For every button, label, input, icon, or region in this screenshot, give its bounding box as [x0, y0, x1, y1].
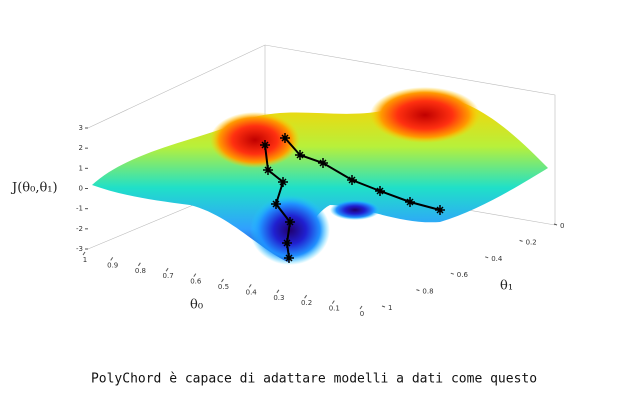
x-tick-label: 0.2 [301, 299, 312, 307]
x-tick [359, 305, 363, 310]
z-tick-label: 3 [79, 124, 83, 132]
caption: PolyChord è capace di adattare modelli a… [91, 372, 537, 387]
z-axis-label: J(θ₀,θ₁) [10, 181, 58, 196]
surface [92, 87, 548, 265]
marker [435, 205, 445, 215]
y-tick [416, 289, 420, 292]
y-tick-label: 0.2 [526, 238, 537, 246]
marker [284, 253, 294, 263]
marker [347, 175, 357, 185]
marker [375, 186, 385, 196]
x-axis-label: θ₀ [190, 298, 203, 313]
y-tick [553, 223, 558, 226]
x-tick-label: 0.6 [190, 278, 202, 286]
x-tick-label: 0.9 [107, 261, 118, 269]
x-tick-label: 0.5 [218, 283, 229, 291]
marker [405, 197, 415, 207]
x-tick-label: 0.1 [329, 305, 340, 313]
path-markers [260, 133, 445, 263]
x-tick [331, 300, 335, 304]
z-tick-label: -3 [76, 245, 83, 253]
x-tick [193, 273, 197, 277]
marker [282, 238, 292, 248]
marker [271, 199, 281, 209]
y-tick-label: 0.8 [422, 288, 433, 296]
x-tick [304, 294, 308, 299]
x-tick [110, 257, 114, 261]
x-tick-label: 0 [360, 310, 364, 318]
z-tick-label: 0 [79, 185, 83, 193]
x-tick [137, 262, 141, 267]
x-tick-label: 0.8 [135, 267, 146, 275]
x-tick [248, 284, 252, 288]
marker [260, 140, 270, 150]
y-tick-label: 0 [560, 222, 564, 230]
y-tick [381, 305, 386, 308]
y-tick-label: 0.4 [491, 255, 503, 263]
y-tick [485, 256, 489, 259]
y-tick [519, 239, 523, 242]
y-tick [450, 272, 454, 275]
marker [278, 177, 288, 187]
x-tick [221, 278, 224, 283]
z-tick-label: -1 [76, 205, 83, 213]
marker [280, 133, 290, 143]
y-axis-label: θ₁ [500, 279, 513, 294]
marker [285, 217, 295, 227]
z-tick-label: -2 [76, 225, 83, 233]
x-tick-label: 0.3 [273, 294, 284, 302]
marker [263, 165, 273, 175]
x-tick-label: 1 [83, 256, 87, 264]
marker [295, 150, 305, 160]
x-tick-label: 0.4 [246, 288, 258, 296]
y-tick-label: 0.6 [457, 271, 469, 279]
y-tick-label: 1 [388, 304, 392, 312]
x-tick [165, 267, 169, 272]
x-tick [82, 251, 86, 256]
x-tick-label: 0.7 [163, 272, 174, 280]
marker [318, 158, 328, 168]
z-tick-label: 1 [79, 164, 83, 172]
x-tick [276, 289, 280, 294]
z-tick-label: 2 [79, 144, 83, 152]
